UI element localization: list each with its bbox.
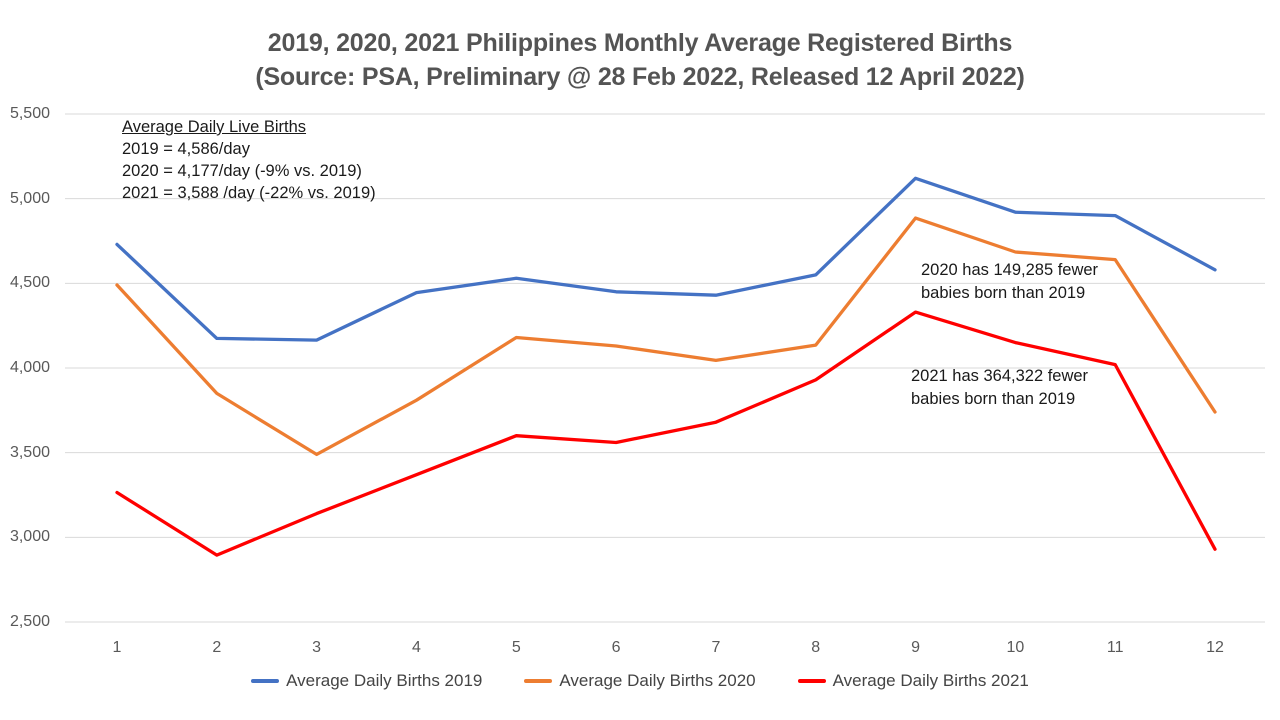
y-tick-label-3500: 3,500 (9, 443, 50, 461)
y-tick-label-5000: 5,000 (9, 189, 50, 207)
legend-label-2021: Average Daily Births 2021 (832, 671, 1029, 690)
legend-item-2021: Average Daily Births 2021 (797, 670, 1029, 692)
note-2021-line1: 2021 has 364,322 fewer (911, 367, 1089, 385)
chart-title-line2: (Source: PSA, Preliminary @ 28 Feb 2022,… (255, 63, 1025, 91)
legend-item-2019: Average Daily Births 2019 (251, 670, 482, 692)
legend-swatch-2020 (524, 679, 553, 683)
series-line-2021 (115, 310, 1217, 557)
chart-title: 2019, 2020, 2021 Philippines Monthly Ave… (0, 26, 1280, 94)
chart-title-line1: 2019, 2020, 2021 Philippines Monthly Ave… (267, 29, 1013, 57)
x-tick-label-12: 12 (1206, 639, 1224, 656)
y-tick-label-5500: 5,500 (9, 105, 50, 122)
stats-line-2019: 2019 = 4,586/day (122, 140, 250, 158)
legend-swatch-2021 (797, 679, 826, 683)
x-tick-label-11: 11 (1106, 639, 1124, 656)
x-tick-label-5: 5 (511, 639, 521, 656)
y-tick-label-4500: 4,500 (9, 274, 50, 292)
stats-line-2021: 2021 = 3,588 /day (-22% vs. 2019) (122, 184, 376, 202)
note-2021-line2: babies born than 2019 (911, 390, 1076, 408)
daily-average-stats-annotation: Average Daily Live Births 2019 = 4,586/d… (122, 116, 376, 204)
legend-label-2019: Average Daily Births 2019 (286, 671, 483, 690)
y-tick-label-4000: 4,000 (9, 359, 50, 376)
x-tick-label-6: 6 (611, 639, 621, 656)
x-tick-label-1: 1 (112, 639, 122, 656)
x-tick-label-10: 10 (1006, 639, 1025, 656)
x-tick-label-4: 4 (412, 639, 421, 656)
legend-label-2020: Average Daily Births 2020 (559, 671, 756, 690)
chart-legend: Average Daily Births 2019 Average Daily B… (0, 670, 1280, 692)
note-2020-annotation: 2020 has 149,285 fewer babies born than … (921, 259, 1098, 305)
x-tick-label-8: 8 (811, 639, 821, 656)
y-tick-label-2500: 2,500 (9, 613, 50, 630)
x-tick-label-9: 9 (911, 639, 920, 656)
y-tick-label-3000: 3,000 (9, 528, 50, 546)
series-line-2019 (115, 176, 1217, 342)
series-line-2020 (115, 216, 1217, 457)
stats-heading: Average Daily Live Births (122, 118, 307, 136)
legend-swatch-2019 (251, 679, 280, 683)
x-tick-label-7: 7 (711, 639, 721, 656)
note-2021-annotation: 2021 has 364,322 fewer babies born than … (911, 365, 1088, 411)
x-tick-label-2: 2 (212, 639, 222, 656)
note-2020-line1: 2020 has 149,285 fewer (921, 261, 1099, 279)
stats-line-2020: 2020 = 4,177/day (-9% vs. 2019) (122, 162, 362, 180)
x-tick-label-3: 3 (312, 639, 322, 656)
note-2020-line2: babies born than 2019 (921, 284, 1086, 302)
legend-item-2020: Average Daily Births 2020 (524, 670, 756, 692)
